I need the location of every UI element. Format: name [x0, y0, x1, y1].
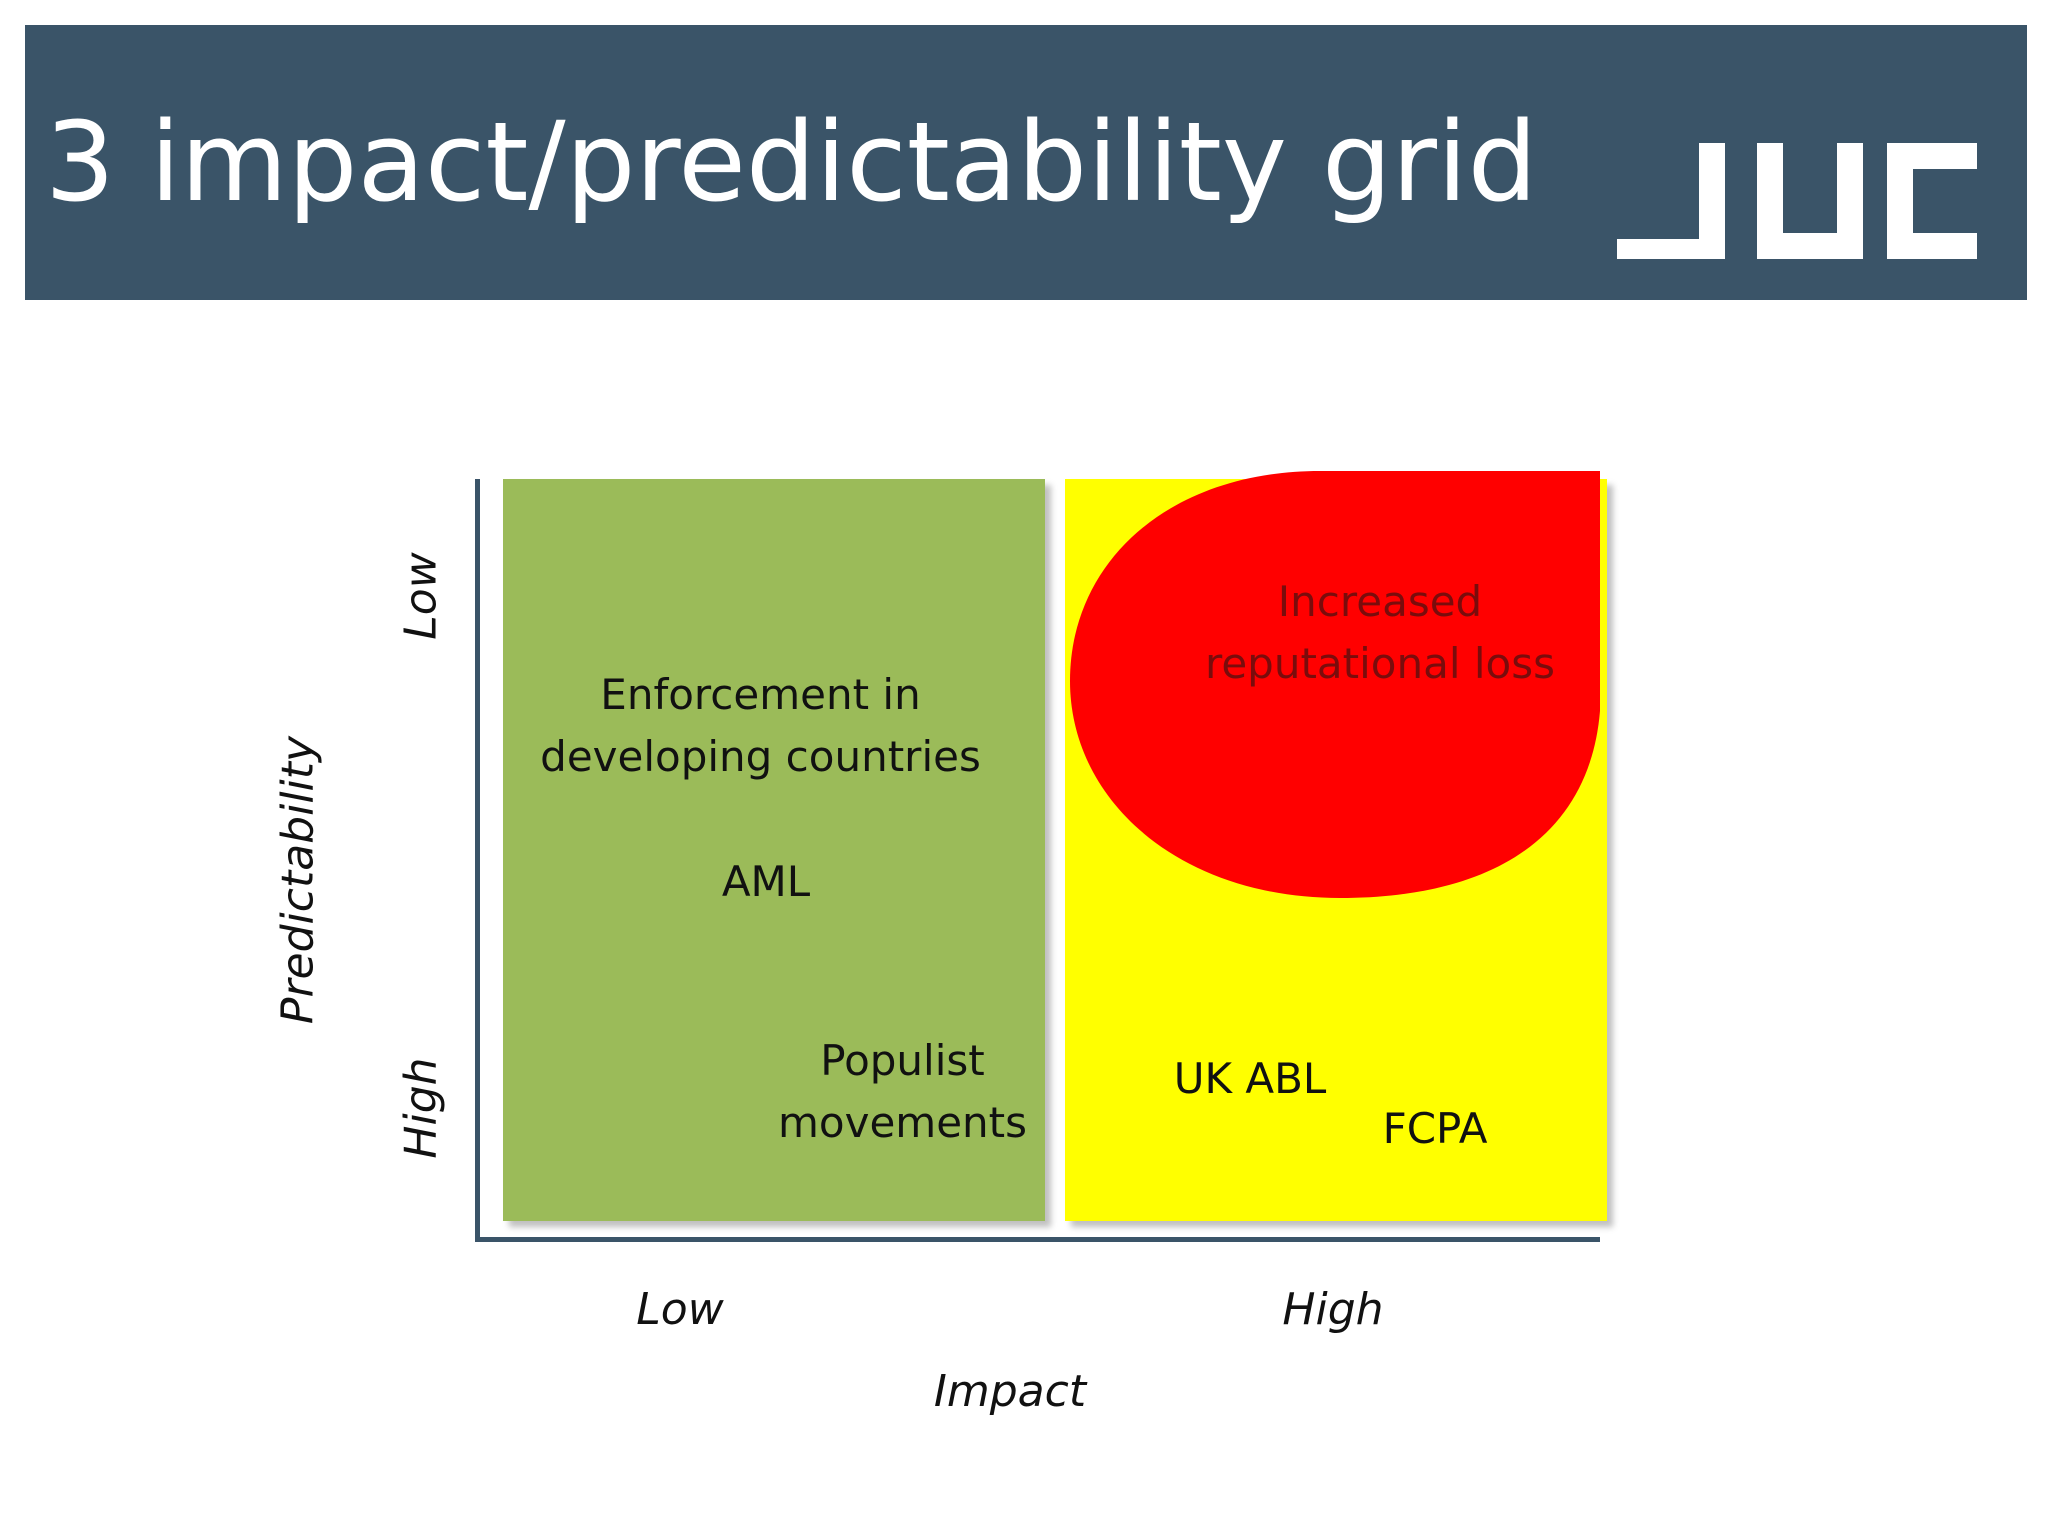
item-populist: Populist movements — [760, 1030, 1045, 1154]
item-fcpa: FCPA — [1382, 1104, 1488, 1153]
x-axis-title: Impact — [933, 1366, 1087, 1417]
title-banner: 3 impact/predictability grid — [25, 25, 2027, 300]
item-aml: AML — [721, 857, 811, 906]
y-axis-high-label: High — [395, 1057, 447, 1159]
item-enforcement: Enforcement in developing countries — [538, 664, 983, 788]
item-increased-reputational-loss: Increased reputational loss — [1195, 571, 1565, 695]
y-axis-title: Predictability — [272, 735, 324, 1025]
page-title: 3 impact/predictability grid — [45, 98, 1538, 226]
item-populist-line1: Populist — [820, 1036, 985, 1085]
reputational-loss-bubble — [1070, 471, 1600, 898]
quadrant-low-impact — [503, 479, 1045, 1221]
item-enforcement-line1: Enforcement in — [600, 670, 921, 719]
x-axis-low-label: Low — [636, 1284, 724, 1335]
x-axis-high-label: High — [1282, 1284, 1384, 1335]
y-axis-line — [475, 479, 480, 1242]
item-increased-line2: reputational loss — [1204, 639, 1555, 688]
item-increased-line1: Increased — [1277, 577, 1483, 626]
item-uk-abl: UK ABL — [1173, 1054, 1327, 1103]
item-enforcement-line2: developing countries — [540, 732, 981, 781]
item-populist-line2: movements — [777, 1098, 1028, 1147]
x-axis-line — [475, 1237, 1600, 1242]
y-axis-low-label: Low — [395, 552, 447, 640]
juc-logo — [1617, 143, 1977, 259]
